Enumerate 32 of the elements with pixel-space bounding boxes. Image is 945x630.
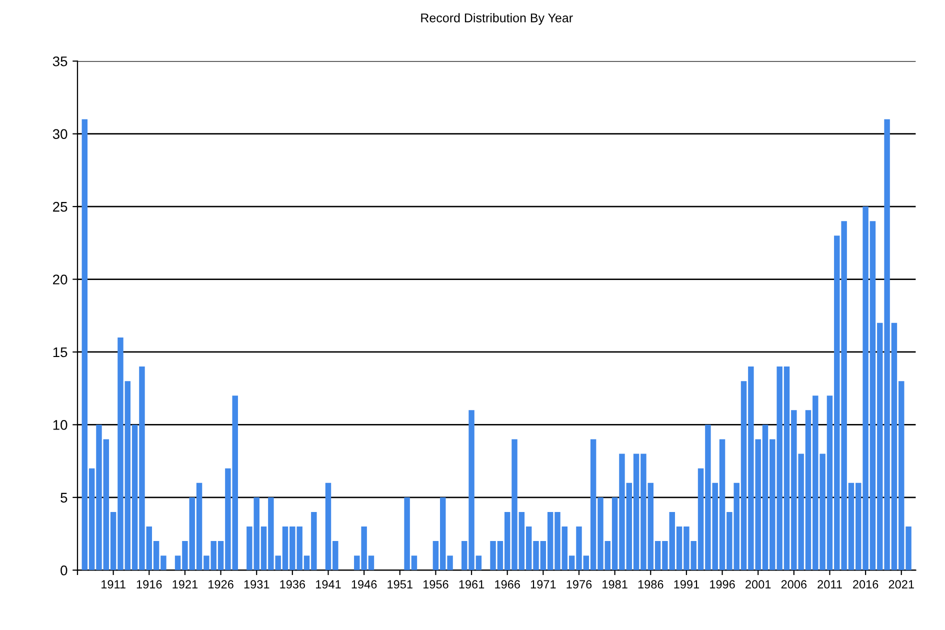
x-tick-label: 1981 xyxy=(602,580,628,589)
y-tick-label: 5 xyxy=(60,492,68,503)
x-tick-label: 1941 xyxy=(316,580,341,589)
y-tick-label: 10 xyxy=(53,420,68,430)
x-tick-label: 1971 xyxy=(530,580,556,589)
x-tick-label: 2006 xyxy=(781,580,807,589)
y-tick-label: 0 xyxy=(60,565,68,576)
chart-title: Record Distribution By Year xyxy=(421,13,573,25)
x-tick-label: 1926 xyxy=(208,580,234,589)
x-tick-label: 2021 xyxy=(888,580,914,589)
y-tick-label: 35 xyxy=(52,56,68,66)
x-tick-label: 2011 xyxy=(818,580,842,589)
x-tick-label: 1936 xyxy=(280,580,306,589)
x-tick-label: 1931 xyxy=(244,580,270,589)
y-tick-label: 30 xyxy=(52,129,68,139)
y-tick-label: 25 xyxy=(53,202,68,212)
x-tick-label: 1991 xyxy=(674,580,700,589)
x-tick-label: 1916 xyxy=(136,580,162,589)
x-tick-label: 2001 xyxy=(746,580,771,589)
x-tick-label: 1946 xyxy=(352,580,377,589)
x-tick-label: 2016 xyxy=(853,580,878,589)
y-tick-label: 15 xyxy=(53,347,68,358)
x-tick-label: 1951 xyxy=(388,580,412,589)
x-tick-label: 1996 xyxy=(710,580,735,589)
x-tick-label: 1986 xyxy=(638,580,664,589)
x-tick-label: 1911 xyxy=(102,580,126,589)
x-tick-label: 1961 xyxy=(459,580,484,589)
y-tick-label: 20 xyxy=(53,274,68,284)
x-tick-label: 1921 xyxy=(172,580,198,589)
x-tick-label: 1956 xyxy=(423,580,448,589)
x-tick-label: 1966 xyxy=(495,580,520,589)
x-tick-label: 1976 xyxy=(566,580,592,589)
